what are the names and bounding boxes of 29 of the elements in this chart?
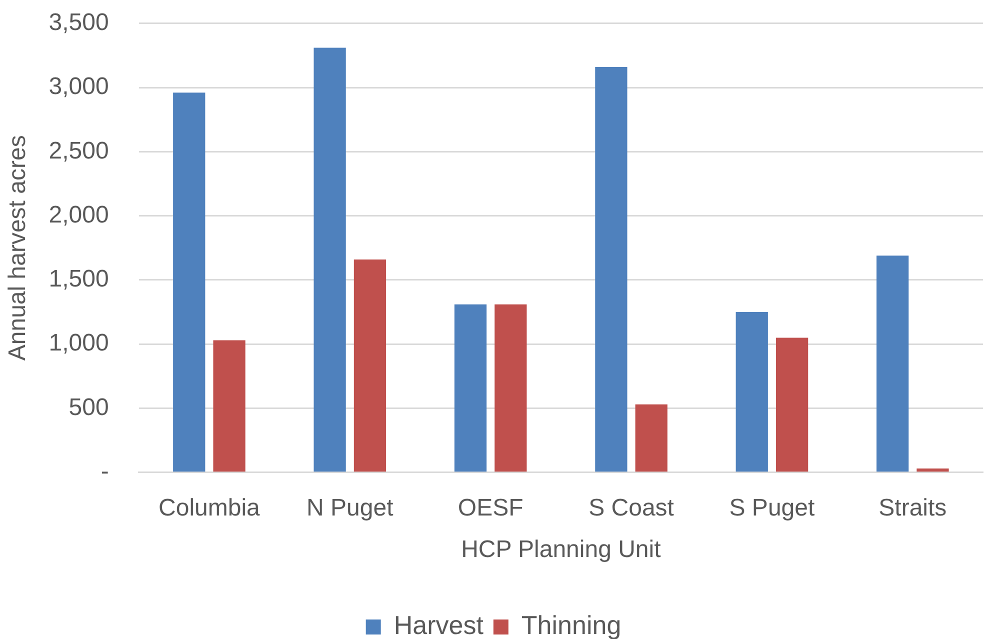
bar xyxy=(314,48,346,472)
x-tick-label: Straits xyxy=(878,494,947,522)
bar xyxy=(173,92,206,472)
bar xyxy=(213,340,246,472)
x-tick-label: S Puget xyxy=(729,494,815,522)
bar xyxy=(494,304,527,472)
y-tick-label: 2,000 xyxy=(48,201,109,228)
bar xyxy=(876,256,909,472)
bar xyxy=(595,67,628,472)
x-tick-label: OESF xyxy=(458,494,524,522)
y-tick-label: 2,500 xyxy=(48,137,109,164)
y-tick-label: - xyxy=(100,458,109,486)
x-tick-label: S Coast xyxy=(588,494,674,522)
x-axis-title: HCP Planning Unit xyxy=(461,536,662,564)
bar xyxy=(354,259,386,472)
bar xyxy=(736,312,768,472)
x-tick-label: N Puget xyxy=(306,494,394,522)
y-tick-label: 3,500 xyxy=(48,9,109,36)
y-axis-title: Annual harvest acres xyxy=(4,135,32,361)
y-tick-label: 3,000 xyxy=(48,73,109,100)
bar xyxy=(776,338,808,472)
bar xyxy=(454,304,487,472)
bar xyxy=(635,404,668,472)
x-tick-label: Columbia xyxy=(158,494,261,522)
bar xyxy=(916,468,949,472)
y-tick-label: 500 xyxy=(68,394,109,421)
legend-label: Harvest xyxy=(394,610,484,639)
y-tick-label: 1,500 xyxy=(48,266,109,293)
y-tick-label: 1,000 xyxy=(48,330,109,357)
